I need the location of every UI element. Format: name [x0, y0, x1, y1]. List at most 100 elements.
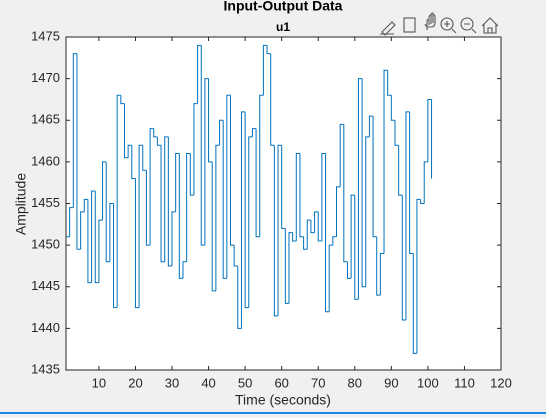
step [350, 194, 355, 279]
step [394, 120, 399, 146]
step [178, 153, 183, 279]
y-tick-label: 1455 [31, 195, 60, 210]
step [416, 198, 421, 354]
step [339, 123, 344, 187]
plot-area [65, 36, 502, 371]
y-tick-label: 1475 [31, 28, 60, 43]
step [109, 203, 114, 262]
x-axis-label: Time (seconds) [235, 392, 331, 408]
step [248, 136, 253, 308]
toolbar[interactable] [380, 12, 499, 36]
step [87, 199, 92, 284]
step [273, 145, 279, 317]
step [94, 191, 99, 284]
step [372, 116, 377, 238]
step [153, 128, 158, 138]
step [156, 136, 162, 146]
step [127, 144, 132, 158]
step [134, 178, 140, 309]
step [303, 236, 308, 250]
step [277, 144, 282, 316]
step [427, 98, 432, 162]
step [105, 161, 110, 263]
step [317, 211, 322, 242]
step [123, 103, 129, 159]
step [343, 124, 348, 263]
step [354, 195, 359, 300]
step [266, 45, 271, 55]
step [390, 95, 395, 121]
step [299, 153, 304, 238]
step [387, 70, 392, 96]
y-axis-label: Amplitude [13, 173, 29, 235]
toolbar-button[interactable] [424, 12, 436, 30]
step [240, 111, 246, 329]
step [244, 111, 249, 309]
y-tick-label: 1450 [31, 237, 60, 252]
step [98, 219, 103, 283]
step [219, 119, 224, 146]
x-tick-label: 70 [311, 375, 325, 390]
step [281, 145, 286, 229]
step [145, 170, 151, 246]
step [357, 78, 363, 300]
step [383, 69, 388, 254]
step [398, 145, 403, 196]
step [336, 186, 341, 237]
step [284, 228, 289, 304]
step [226, 94, 231, 279]
step [270, 53, 275, 146]
toolbar-button[interactable] [380, 21, 396, 36]
step [310, 220, 315, 234]
step [409, 111, 414, 254]
x-tick-label: 40 [201, 375, 215, 390]
step [175, 153, 180, 212]
step [164, 136, 169, 262]
toolbar-button[interactable] [403, 17, 416, 33]
step [120, 95, 125, 105]
step [69, 207, 74, 237]
step [251, 128, 257, 137]
y-tick-label: 1435 [31, 361, 60, 376]
x-tick-label: 50 [238, 375, 252, 390]
step [314, 211, 319, 233]
x-tick-label: 60 [274, 375, 288, 390]
step [423, 161, 428, 204]
step [361, 78, 366, 288]
x-tick-label: 10 [92, 375, 106, 390]
step [262, 44, 268, 96]
step [233, 245, 238, 267]
step [182, 261, 187, 279]
step [204, 78, 209, 246]
step [376, 236, 381, 296]
step [328, 244, 333, 312]
step [138, 144, 143, 308]
step [420, 199, 425, 204]
x-tick-label: 30 [165, 375, 179, 390]
toolbar-button[interactable] [481, 17, 499, 34]
toolbar-button[interactable] [440, 17, 454, 31]
step [149, 128, 154, 246]
step [91, 190, 96, 283]
step [401, 195, 406, 321]
step [102, 161, 107, 221]
step [200, 45, 205, 246]
x-tick-label: 80 [348, 375, 362, 390]
step [215, 144, 220, 291]
step [186, 153, 191, 262]
step [80, 211, 85, 250]
step [160, 145, 165, 263]
y-tick-label: 1440 [31, 320, 60, 335]
step [208, 78, 213, 163]
toolbar-button[interactable] [460, 17, 474, 31]
step [171, 211, 176, 266]
step [113, 203, 118, 309]
step [288, 232, 293, 304]
step [321, 153, 326, 241]
step [83, 198, 88, 212]
y-tick-label: 1470 [31, 70, 60, 85]
step [292, 232, 297, 242]
y-tick-label: 1460 [31, 153, 60, 168]
step [412, 253, 417, 354]
step [197, 44, 202, 104]
